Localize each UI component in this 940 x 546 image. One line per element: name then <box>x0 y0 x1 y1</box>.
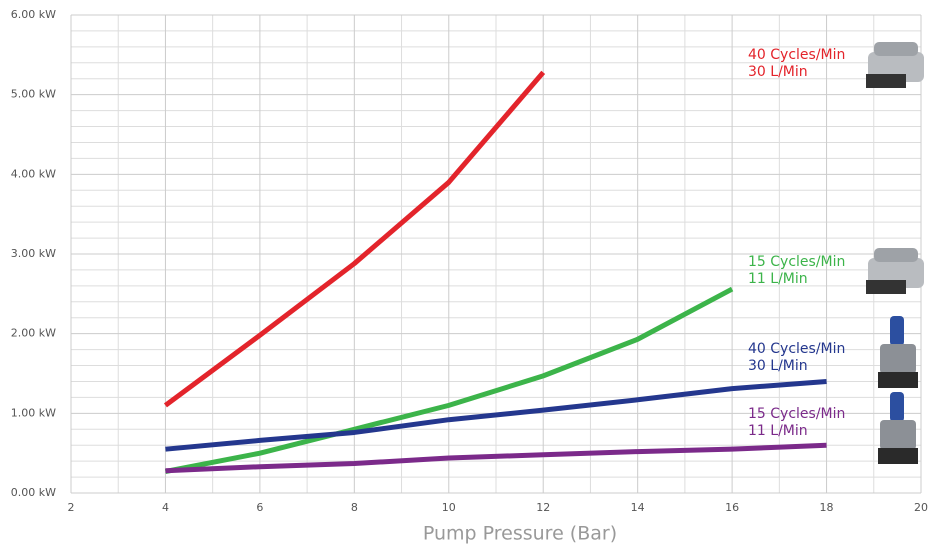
y-tick-label: 5.00 kW <box>11 88 56 101</box>
x-tick-label: 20 <box>914 501 928 514</box>
x-tick-label: 8 <box>351 501 358 514</box>
grid: 0.00 kW 1.00 kW 2.00 kW 3.00 kW 4.00 kW 5.00 … <box>11 8 928 514</box>
x-tick-label: 2 <box>68 501 75 514</box>
pump-images <box>866 42 924 464</box>
x-tick-label: 18 <box>820 501 834 514</box>
y-tick-label: 1.00 kW <box>11 406 56 419</box>
pump-gray <box>866 248 924 294</box>
series-label: 40 Cycles/Min <box>748 341 845 357</box>
x-tick-label: 12 <box>536 501 550 514</box>
pump-blue <box>878 392 918 464</box>
x-axis-label: Pump Pressure (Bar) <box>423 523 617 545</box>
x-tick-label: 14 <box>631 501 645 514</box>
series-flow-label: 11 L/Min <box>748 271 808 287</box>
line <box>163 70 546 408</box>
series-flow-label: 30 L/Min <box>748 64 808 80</box>
x-tick-label: 4 <box>162 501 169 514</box>
series-label: 40 Cycles/Min <box>748 47 845 63</box>
series-label: 15 Cycles/Min <box>748 406 845 422</box>
series-flow-label: 30 L/Min <box>748 358 808 374</box>
line <box>165 378 827 452</box>
series-label: 15 Cycles/Min <box>748 254 845 270</box>
y-tick-label: 4.00 kW <box>11 167 56 180</box>
series-flow-label: 11 L/Min <box>748 423 808 439</box>
line <box>165 442 827 474</box>
y-tick-label: 6.00 kW <box>11 8 56 21</box>
y-tick-label: 3.00 kW <box>11 247 56 260</box>
x-tick-label: 6 <box>256 501 263 514</box>
y-tick-label: 0.00 kW <box>11 486 56 499</box>
pump-blue <box>878 316 918 388</box>
x-tick-label: 10 <box>442 501 456 514</box>
y-tick-label: 2.00 kW <box>11 327 56 340</box>
x-tick-label: 16 <box>725 501 739 514</box>
line <box>164 286 734 474</box>
pump-gray <box>866 42 924 88</box>
